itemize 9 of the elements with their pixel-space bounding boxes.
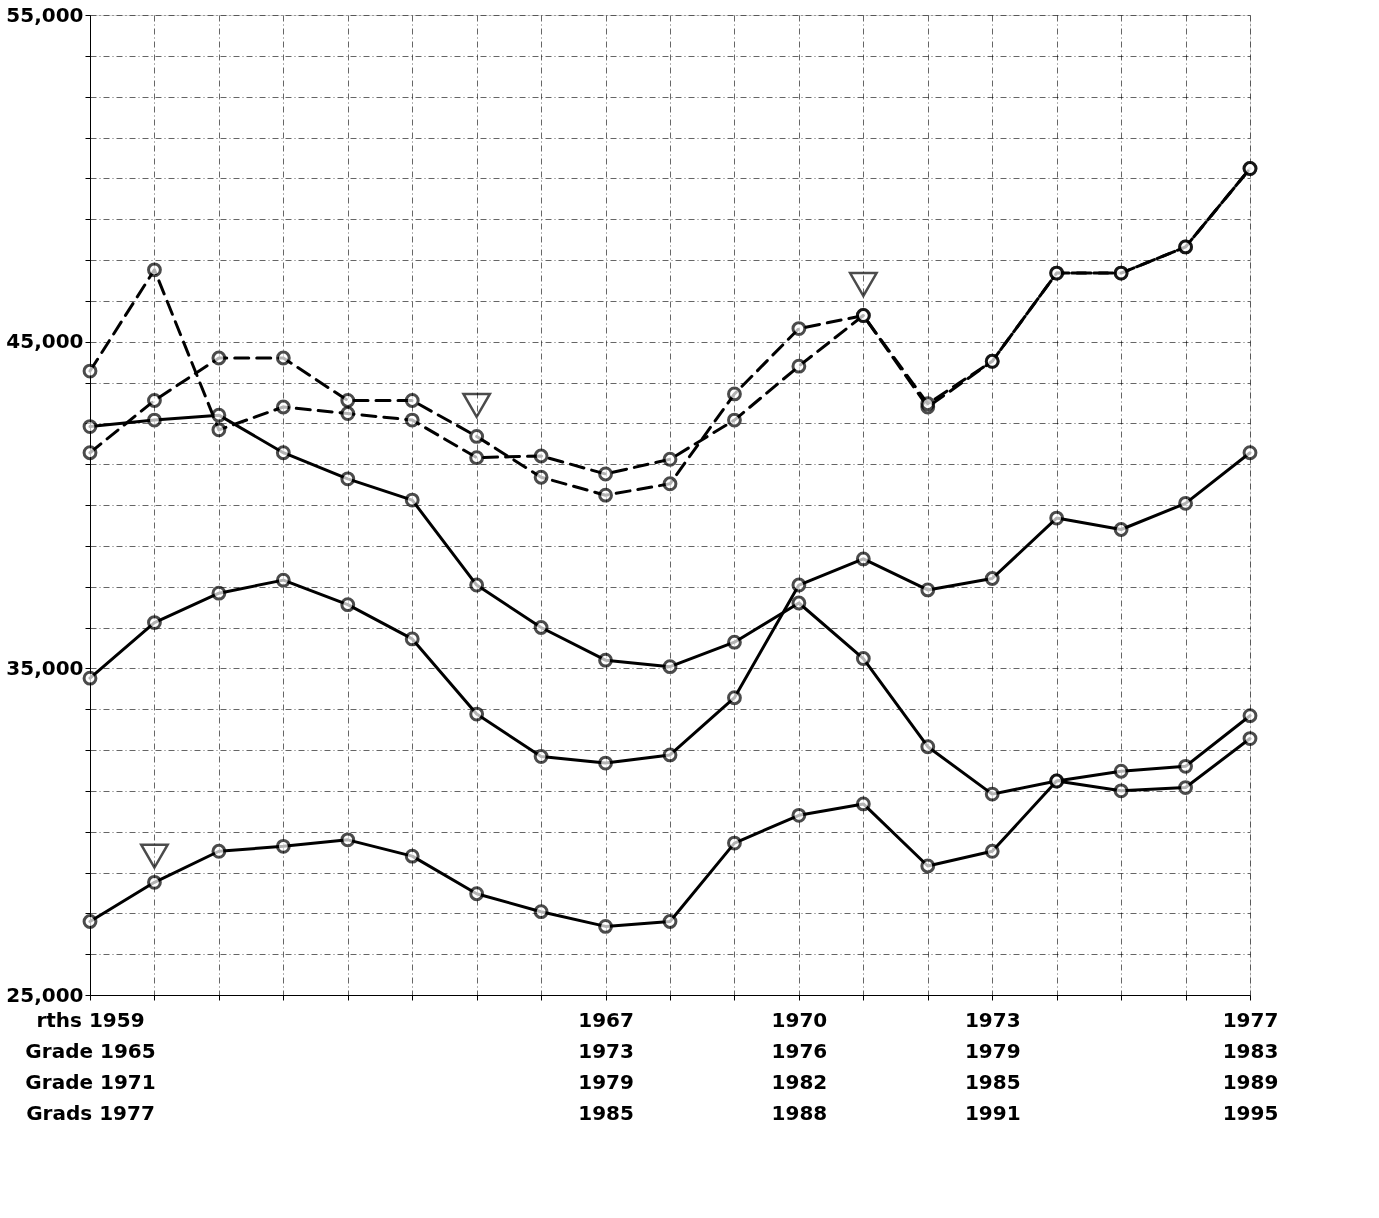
y-tick-label: 25,000 bbox=[6, 982, 84, 1007]
x-tick-label: 1967 1973 1979 1985 bbox=[578, 1007, 634, 1125]
x-tick-label: rths 1959 Grade 1965 Grade 1971 Grads 1977 bbox=[25, 1007, 156, 1125]
y-tick-label: 35,000 bbox=[6, 655, 84, 680]
y-tick-label: 45,000 bbox=[6, 329, 84, 354]
y-tick-label: 55,000 bbox=[6, 2, 84, 27]
x-tick-label: 1970 1976 1982 1988 bbox=[771, 1007, 828, 1125]
x-tick-label: 1973 1979 1985 1991 bbox=[964, 1007, 1021, 1125]
x-tick-label: 1977 1983 1989 1995 bbox=[1222, 1007, 1279, 1125]
